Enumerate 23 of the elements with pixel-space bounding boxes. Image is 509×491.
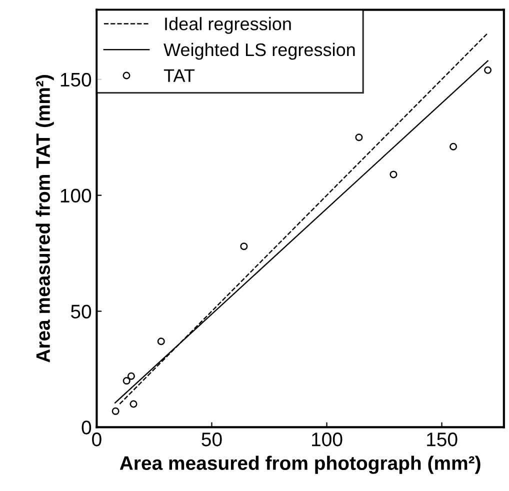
legend-label: Ideal regression xyxy=(165,17,291,34)
point xyxy=(240,242,248,250)
y-axis-title: Area measured from TAT (mm²) xyxy=(36,75,54,362)
x-tick-label: 150 xyxy=(427,432,458,446)
point xyxy=(112,407,120,415)
point xyxy=(127,372,135,380)
point xyxy=(355,134,363,142)
x-tick-label: 50 xyxy=(202,432,222,446)
y-tick-label: 100 xyxy=(60,188,92,203)
y-tick-label: 0 xyxy=(82,420,92,434)
y-tick-label: 150 xyxy=(60,72,92,87)
legend-label: Weighted LS regression xyxy=(164,42,355,60)
point xyxy=(130,400,138,408)
point xyxy=(450,142,458,150)
x-tick-label: 0 xyxy=(92,432,102,446)
point xyxy=(157,338,165,346)
y-tick-label: 50 xyxy=(71,304,92,318)
point xyxy=(390,170,398,178)
point xyxy=(484,66,492,74)
x-axis-title: Area measured from photograph (mm²) xyxy=(120,456,480,474)
legend-label: TAT xyxy=(164,69,195,82)
point xyxy=(122,377,130,385)
x-tick-label: 100 xyxy=(312,432,342,446)
